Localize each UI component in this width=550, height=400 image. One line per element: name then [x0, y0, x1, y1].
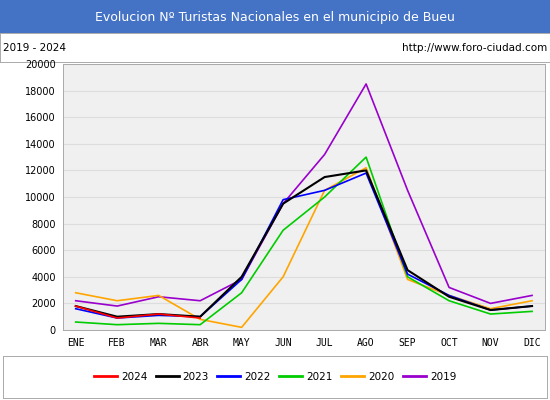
Text: Evolucion Nº Turistas Nacionales en el municipio de Bueu: Evolucion Nº Turistas Nacionales en el m…: [95, 10, 455, 24]
Legend: 2024, 2023, 2022, 2021, 2020, 2019: 2024, 2023, 2022, 2021, 2020, 2019: [90, 368, 460, 386]
Text: 2019 - 2024: 2019 - 2024: [3, 43, 66, 53]
Text: http://www.foro-ciudad.com: http://www.foro-ciudad.com: [402, 43, 547, 53]
